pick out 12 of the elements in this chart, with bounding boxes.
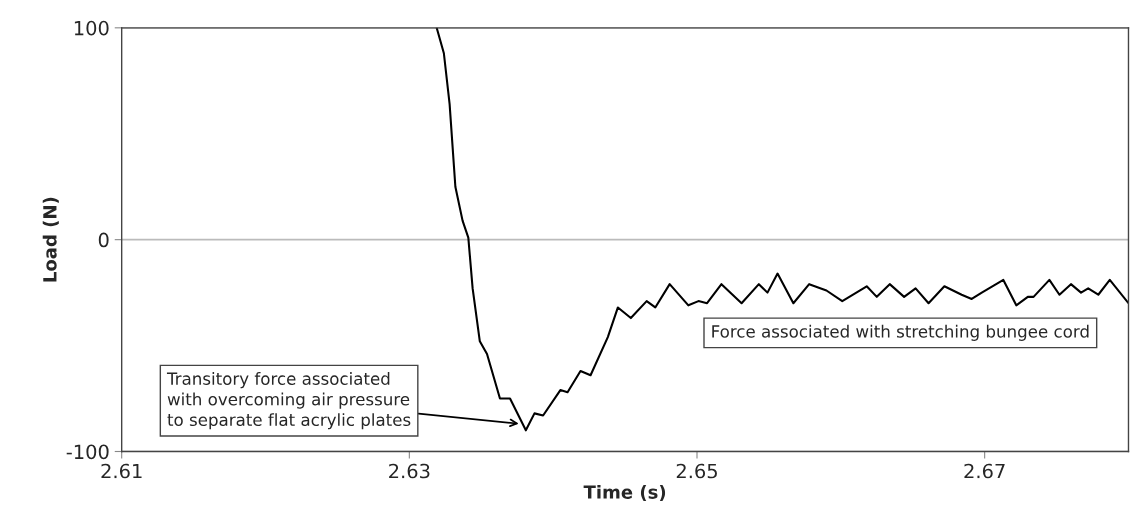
x-tick-label: 2.67 [964,463,1005,479]
line-series [435,27,1129,432]
x-axis-title: Time (s) [583,484,666,501]
annotation: Transitory force associated with overcoming air pressure to separate flat acrylic plates [166,372,411,430]
y-tick-label: 100 [74,20,109,36]
y-tick-label: -100 [66,444,109,460]
x-tick-label: 2.65 [676,463,717,479]
y-tick-label: 0 [98,232,109,248]
annotation: Force associated with stretching bungee cord [712,324,1089,341]
x-tick-label: 2.63 [389,463,430,479]
y-axis-title: Load (N) [42,197,59,282]
x-tick-label: 2.61 [101,463,142,479]
